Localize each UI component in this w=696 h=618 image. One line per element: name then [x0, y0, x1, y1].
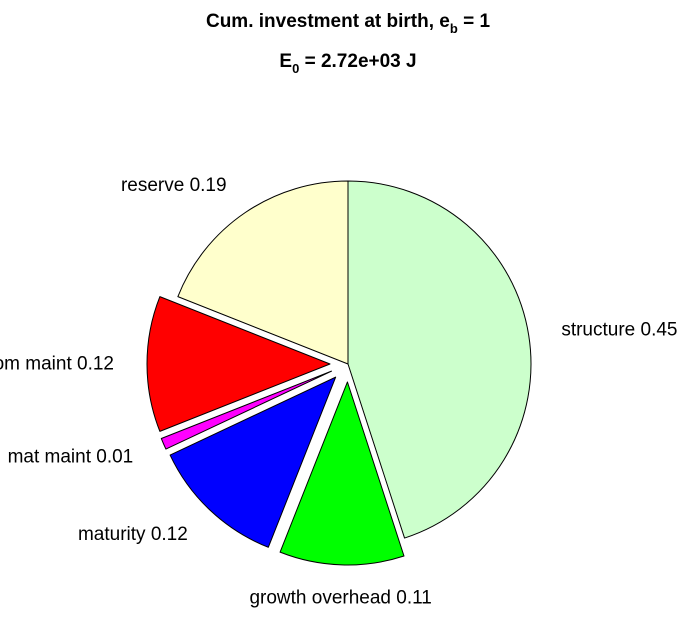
title-line-2-subscript: 0	[292, 61, 299, 76]
pie-label-reserve: reserve 0.19	[121, 175, 227, 196]
title-line-1-subscript: b	[450, 21, 458, 36]
pie-label-maturity: maturity 0.12	[78, 524, 188, 545]
pie-label-growth-overhead: growth overhead 0.11	[249, 587, 431, 608]
title-line-2: E0 = 2.72e+03 J	[279, 51, 416, 76]
title-line-1-suffix: = 1	[458, 11, 491, 32]
pie-slice-mat-maint	[160, 370, 332, 450]
pie-slice-som-maint	[146, 296, 331, 432]
pie-label-som-maint: som maint 0.12	[0, 354, 114, 375]
pie-label-structure: structure 0.45	[561, 320, 677, 341]
pie-slice-structure	[347, 180, 532, 539]
title-line-2-suffix: = 2.72e+03 J	[299, 51, 416, 72]
title-line-1-text: Cum. investment at birth, e	[206, 11, 450, 32]
pie-slice-growth-overhead	[279, 381, 405, 566]
title-line-2-text: E	[279, 51, 292, 72]
pie-label-mat-maint: mat maint 0.01	[8, 446, 134, 467]
title-line-1: Cum. investment at birth, eb = 1	[206, 11, 490, 36]
pie-slices	[146, 180, 532, 566]
pie-slice-maturity	[169, 376, 337, 548]
pie-labels: structure 0.45 growth overhead 0.11 maturi…	[0, 175, 678, 609]
chart-title: Cum. investment at birth, eb = 1 E0 = 2.…	[206, 11, 490, 76]
pie-slice-reserve	[177, 180, 349, 365]
